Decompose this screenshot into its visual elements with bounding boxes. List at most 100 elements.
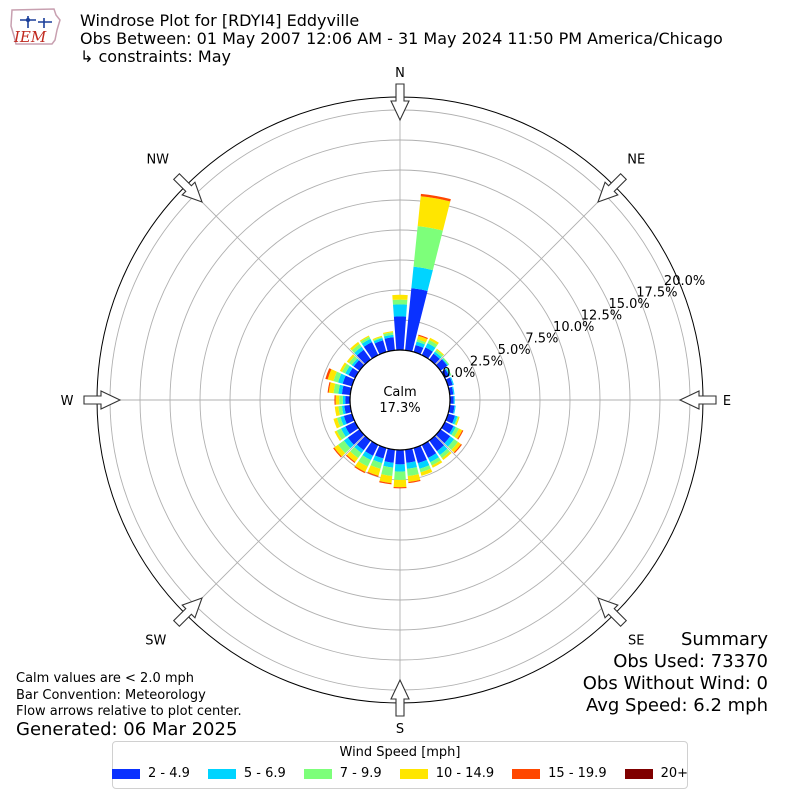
radial-tick-label-1: 2.5%	[470, 354, 503, 369]
bar-230deg-bin-2	[338, 440, 351, 454]
bar-0deg-bin-2	[392, 299, 408, 305]
legend-swatch	[111, 768, 140, 779]
calm-circle	[349, 349, 451, 451]
flow-arrow-0	[390, 83, 410, 122]
direction-label-se: SE	[628, 633, 644, 648]
bar-260deg-bin-3	[334, 406, 340, 417]
legend-item-0: 2 - 4.9	[111, 766, 190, 781]
legend-label: 15 - 19.9	[548, 766, 607, 781]
radial-tick-label-5: 12.5%	[581, 308, 622, 323]
bar-60deg-bin-2	[446, 367, 452, 376]
direction-label-ne: NE	[627, 153, 645, 168]
bar-40deg-bin-0	[429, 353, 440, 365]
bar-10deg-bin-0	[405, 288, 428, 352]
bar-290deg-bin-4	[325, 368, 332, 380]
bar-350deg-bin-1	[383, 334, 394, 339]
bar-320deg-bin-2	[351, 343, 362, 353]
bar-180deg-bin-0	[395, 449, 405, 465]
convention-note: Bar Convention: Meteorology	[16, 688, 206, 703]
bar-250deg-bin-2	[336, 416, 344, 427]
bar-170deg-bin-3	[407, 474, 421, 482]
bar-200deg-bin-0	[375, 445, 387, 459]
bar-230deg-bin-0	[347, 429, 365, 445]
direction-label-n: N	[395, 66, 405, 81]
summary-obs-used: Obs Used: 73370	[613, 651, 768, 672]
bar-100deg-bin-1	[453, 405, 456, 414]
bar-240deg-bin-1	[340, 426, 350, 437]
bar-280deg-bin-4	[327, 382, 331, 393]
bar-30deg-bin-1	[425, 343, 436, 352]
bar-110deg-bin-3	[455, 416, 460, 426]
bar-330deg-bin-1	[361, 338, 372, 347]
legend-swatch	[303, 768, 332, 779]
legend-title: Wind Speed [mph]	[339, 745, 461, 760]
bar-40deg-bin-1	[433, 351, 442, 359]
bar-260deg-bin-0	[344, 405, 352, 414]
flow-arrow-6	[83, 390, 122, 410]
bar-330deg-bin-0	[363, 342, 379, 359]
grid-spoke-7	[185, 185, 365, 365]
bar-350deg-bin-2	[383, 332, 394, 337]
direction-label-sw: SW	[145, 633, 166, 648]
bar-130deg-bin-0	[435, 429, 451, 444]
chart-title: Windrose Plot for [RDYI4] Eddyville	[80, 11, 360, 30]
bar-220deg-bin-1	[354, 444, 364, 454]
bar-170deg-bin-0	[405, 448, 416, 463]
bar-160deg-bin-1	[417, 459, 430, 469]
bar-210deg-bin-3	[355, 461, 368, 473]
bar-310deg-bin-1	[351, 358, 359, 367]
bar-320deg-bin-0	[356, 349, 371, 365]
legend-label: 5 - 6.9	[243, 766, 286, 781]
bar-60deg-bin-1	[445, 368, 451, 377]
bar-260deg-bin-2	[338, 405, 344, 416]
bar-200deg-bin-2	[370, 459, 383, 469]
radial-tick-label-4: 10.0%	[553, 320, 594, 335]
summary-heading: Summary	[681, 629, 768, 650]
bar-110deg-bin-1	[452, 415, 458, 425]
bar-230deg-bin-1	[343, 437, 354, 449]
bar-250deg-bin-0	[343, 413, 355, 424]
bar-170deg-bin-2	[406, 467, 419, 477]
bar-120deg-bin-3	[454, 428, 463, 439]
bar-190deg-bin-3	[379, 474, 393, 484]
grid-spoke-3	[435, 435, 615, 615]
bar-210deg-bin-4	[354, 466, 366, 474]
bar-40deg-bin-3	[436, 348, 445, 356]
bar-290deg-bin-2	[333, 371, 342, 383]
legend-swatch	[207, 768, 236, 779]
legend-items: 2 - 4.9 5 - 6.9 7 - 9.9 10 - 14.9 15 - 19.9 2…	[111, 766, 689, 781]
bar-270deg-bin-4	[334, 395, 336, 405]
bar-50deg-bin-2	[442, 357, 450, 366]
bar-310deg-bin-0	[353, 360, 365, 371]
bar-320deg-bin-3	[350, 341, 360, 351]
bar-340deg-bin-0	[374, 340, 387, 355]
flow-arrow-5	[172, 597, 203, 628]
bar-240deg-bin-3	[334, 430, 342, 441]
bar-240deg-bin-2	[336, 428, 346, 440]
flow-note: Flow arrows relative to plot center.	[16, 704, 242, 719]
bar-160deg-bin-3	[420, 468, 433, 476]
bar-340deg-bin-2	[373, 336, 383, 342]
windrose-bars	[325, 193, 464, 489]
bar-50deg-bin-1	[441, 358, 449, 366]
bar-0deg-bin-3	[392, 294, 408, 300]
flow-arrow-1	[597, 172, 628, 203]
bar-120deg-bin-4	[457, 430, 464, 440]
bar-160deg-bin-0	[413, 445, 427, 464]
bar-340deg-bin-3	[372, 335, 383, 341]
bar-200deg-bin-4	[367, 471, 379, 477]
bar-330deg-bin-2	[360, 336, 371, 344]
legend-item-1: 5 - 6.9	[207, 766, 286, 781]
legend-label: 20+	[660, 766, 689, 781]
grid-spoke-5	[185, 435, 365, 615]
bar-20deg-bin-3	[417, 335, 428, 343]
bar-210deg-bin-2	[358, 455, 371, 467]
bar-40deg-bin-2	[434, 349, 444, 358]
constraints-text: ↳ constraints: May	[80, 47, 231, 66]
bar-270deg-bin-2	[339, 395, 343, 405]
bar-270deg-bin-1	[342, 395, 346, 405]
bar-180deg-bin-4	[393, 486, 407, 489]
legend-label: 10 - 14.9	[435, 766, 495, 781]
bar-290deg-bin-0	[342, 375, 355, 387]
